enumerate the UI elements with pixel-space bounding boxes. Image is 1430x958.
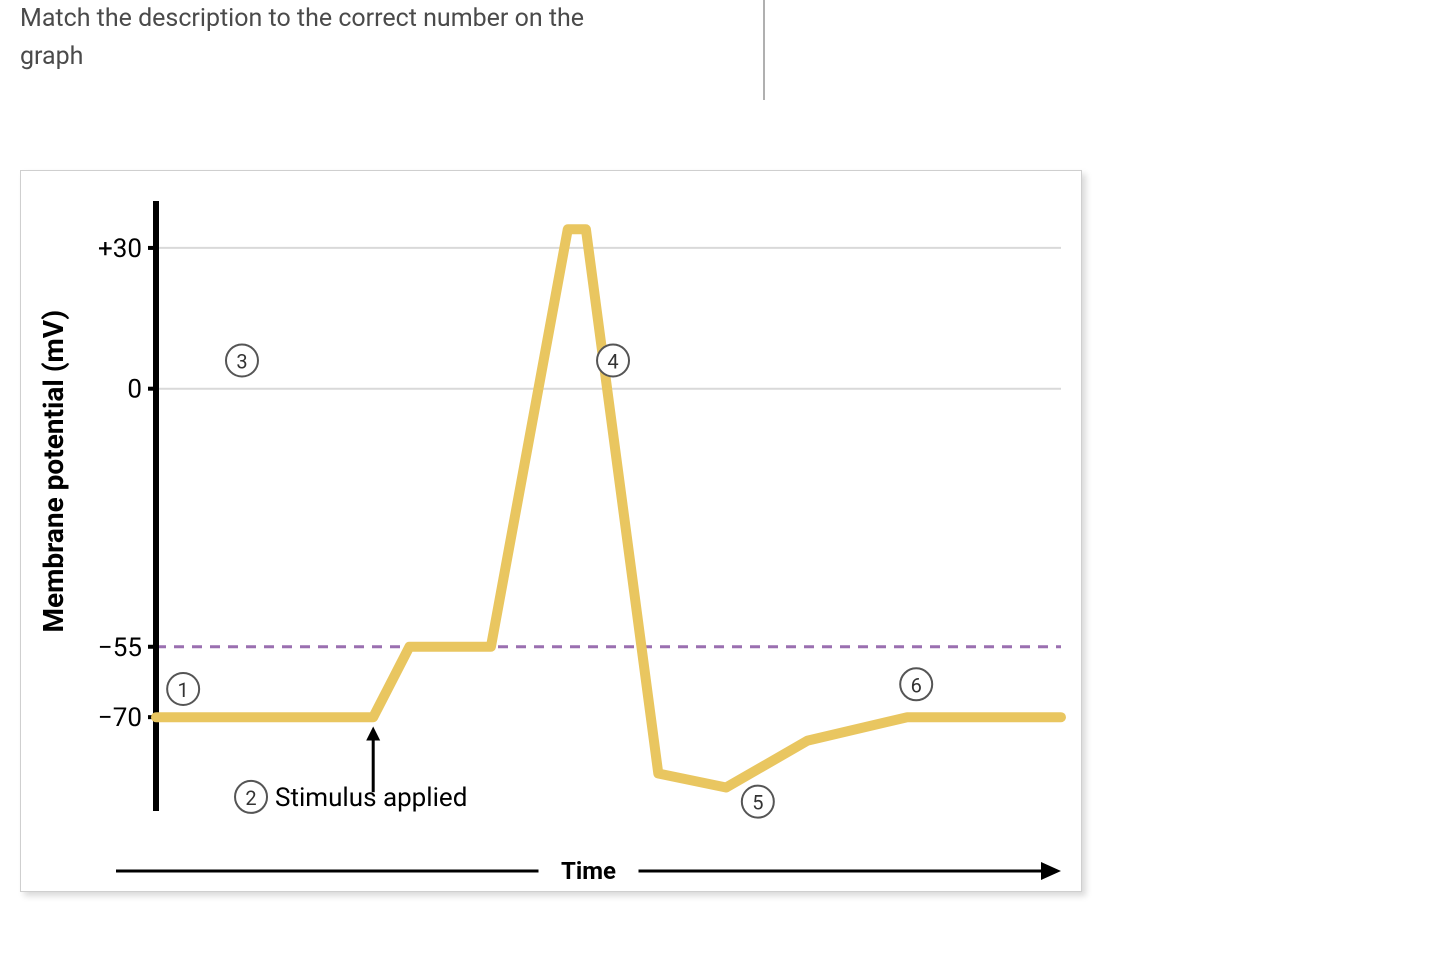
stimulus-label: Stimulus applied (275, 783, 467, 813)
marker-2-label: 2 (245, 786, 256, 810)
y-tick-label: 0 (127, 375, 142, 405)
marker-4-label: 4 (607, 350, 618, 374)
stimulus-arrow-head (366, 727, 380, 741)
marker-6-label: 6 (911, 673, 922, 697)
instruction-text: Match the description to the correct num… (20, 0, 640, 75)
potential-curve (156, 229, 1061, 787)
y-axis-label: Membrane potential (mV) (37, 310, 70, 633)
marker-1-label: 1 (178, 678, 189, 702)
chart-svg: +30 0 −55 −70 Membrane potential (mV) 1 2 3 4 5 6 S… (21, 171, 1081, 891)
time-axis-arrowhead (1041, 862, 1061, 880)
marker-5-label: 5 (752, 791, 763, 815)
y-tick-label: +30 (98, 234, 142, 264)
action-potential-chart: +30 0 −55 −70 Membrane potential (mV) 1 2 3 4 5 6 S… (20, 170, 1082, 892)
marker-3-label: 3 (236, 350, 247, 374)
top-divider (763, 0, 765, 100)
y-tick-label: −55 (98, 633, 142, 663)
y-tick-label: −70 (98, 703, 142, 733)
x-axis-label: Time (561, 857, 616, 885)
